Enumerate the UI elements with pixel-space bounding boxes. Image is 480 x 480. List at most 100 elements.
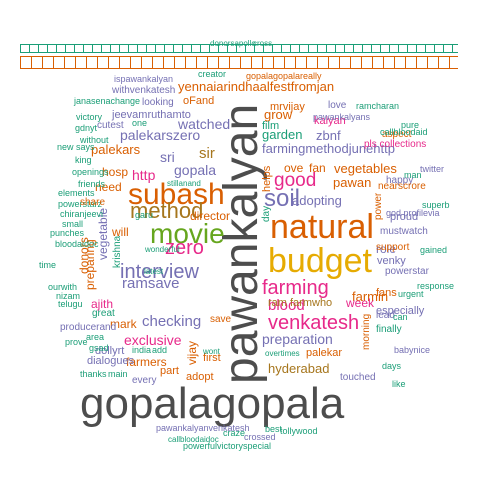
word-love: love: [328, 100, 347, 111]
word-part: part: [160, 365, 179, 377]
word-powerstar: powerstar: [385, 266, 429, 277]
word-farmwho: farmwho: [290, 297, 333, 309]
word-especially: especially: [376, 305, 425, 317]
word-gopalagopalareally: gopalagopalareally: [246, 71, 322, 81]
word-ramcharan: ramcharan: [356, 101, 400, 111]
word-jeevamruthamto: jeevamruthamto: [112, 109, 191, 121]
word-helps: helps: [261, 165, 273, 192]
word-callbloodaidoc: callbloodaidoc: [168, 435, 219, 444]
word-gdnyt: gdnyt: [75, 123, 98, 133]
word-blood: blood: [268, 297, 305, 314]
word-callbloodaid: callbloodaid: [380, 127, 428, 137]
tofu-banner-top: [20, 44, 458, 53]
word-powerfulvictoryspecial: powerfulvictoryspecial: [183, 441, 272, 451]
word-like: like: [392, 379, 406, 389]
word-without: without: [80, 135, 109, 145]
word-director: director: [190, 209, 231, 223]
word-great: great: [92, 308, 115, 319]
word-one: one: [132, 118, 148, 128]
word-main: main: [108, 369, 128, 379]
word-will: will: [112, 225, 129, 239]
word-god-profilevia: god profilevia: [386, 208, 440, 218]
word-mustwatch: mustwatch: [380, 226, 428, 237]
word-punches: punches: [50, 228, 85, 238]
word-ajith: ajith: [91, 297, 114, 311]
word-garu: garu: [135, 210, 154, 220]
word-bloodaidoc: bloodaidoc: [55, 239, 99, 249]
word-farming: farming: [262, 277, 329, 299]
word-looking: looking: [142, 97, 174, 108]
word-chiranjeevi: chiranjeevi: [60, 209, 104, 219]
word-gopala: gopala: [174, 162, 217, 178]
word-support: support: [376, 242, 410, 253]
word-vijay: vijay: [185, 340, 199, 365]
word-add: add: [152, 345, 168, 355]
word-ispawankalyan: ispawankalyan: [114, 74, 174, 84]
word-ram: ram: [268, 297, 287, 309]
word-fans: fans: [376, 287, 397, 299]
word-gsad: gsad: [89, 343, 109, 353]
word-gained: gained: [420, 245, 448, 255]
word-adopt: adopt: [186, 371, 214, 383]
word-crossed: crossed: [244, 432, 276, 442]
word-best: best: [265, 424, 283, 434]
word-hosp: hosp: [102, 165, 129, 179]
word-time: time: [39, 260, 57, 270]
word-mark: mark: [110, 317, 137, 331]
word-film: film: [262, 120, 280, 132]
word-exclusive: exclusive: [124, 332, 182, 348]
word-power: power: [373, 192, 384, 220]
word-budget: budget: [268, 242, 372, 280]
word-superb: superb: [422, 200, 450, 210]
word-zero: zero: [165, 237, 204, 259]
word-http: http: [132, 167, 156, 183]
word-pawankalyanvenkatesh: pawankalyanvenkatesh: [156, 423, 250, 433]
word-withvenkatesh: withvenkatesh: [112, 85, 176, 96]
word-day: day: [261, 205, 272, 222]
word-openings: openings: [72, 167, 109, 177]
word-pawankalyan: pawankalyan: [215, 103, 268, 384]
word-venkatesh: venkatesh: [268, 312, 360, 334]
word-farmin: farmin: [352, 289, 389, 304]
tofu-banner-bottom: [20, 56, 458, 69]
word-sri: sri: [160, 149, 175, 165]
word-every: every: [132, 375, 157, 386]
word-overtimes: overtimes: [265, 349, 300, 358]
word-role: role: [376, 242, 397, 256]
word-janasenachange: janasenachange: [74, 96, 141, 106]
word-vegetables: vegetables: [334, 161, 397, 176]
word-subash: subash: [128, 178, 225, 211]
word-garden: garden: [262, 127, 303, 142]
word-palekars: palekars: [91, 142, 141, 157]
word-interview: interview: [120, 261, 199, 283]
word-prove: prove: [65, 337, 88, 347]
word-krishna: krishna: [112, 235, 123, 268]
word-pawankalyans: pawankalyans: [313, 112, 371, 122]
word-pls-collections: pls collections: [364, 139, 427, 150]
word-first: first: [203, 352, 221, 364]
word-wonderful: wonderful: [145, 245, 180, 254]
word-new-says: new says: [57, 142, 95, 152]
word-movie: movie: [150, 218, 225, 249]
word-aspect: aspect: [382, 129, 412, 140]
word-soil: soil: [264, 185, 301, 212]
word-need: need: [95, 180, 122, 194]
word-farmingmethodjunehttp: farmingmethodjunehttp: [262, 141, 395, 156]
word-king: king: [75, 155, 92, 165]
word-natural: natural: [270, 208, 374, 246]
word-kalyan: kalyan: [314, 115, 346, 127]
word-small: small: [62, 219, 84, 229]
word-babynice: babynice: [394, 345, 431, 355]
word-friends: friends: [78, 179, 106, 189]
word-zbnf: zbnf: [316, 128, 341, 143]
word-producerand: producerand: [60, 322, 117, 333]
word-yennaiarindhaalfestfromjan: yennaiarindhaalfestfromjan: [178, 79, 335, 94]
word-pawan: pawan: [333, 175, 372, 190]
word-telugu: telugu: [58, 299, 83, 309]
word-gopalagopala: gopalagopala: [80, 379, 345, 428]
word-fan: fan: [309, 161, 326, 175]
word-dialogues: dialogues: [87, 355, 135, 367]
word-powerstarz: powerstarz: [58, 199, 103, 209]
word-india: india: [132, 345, 152, 355]
word-can: can: [393, 312, 408, 322]
